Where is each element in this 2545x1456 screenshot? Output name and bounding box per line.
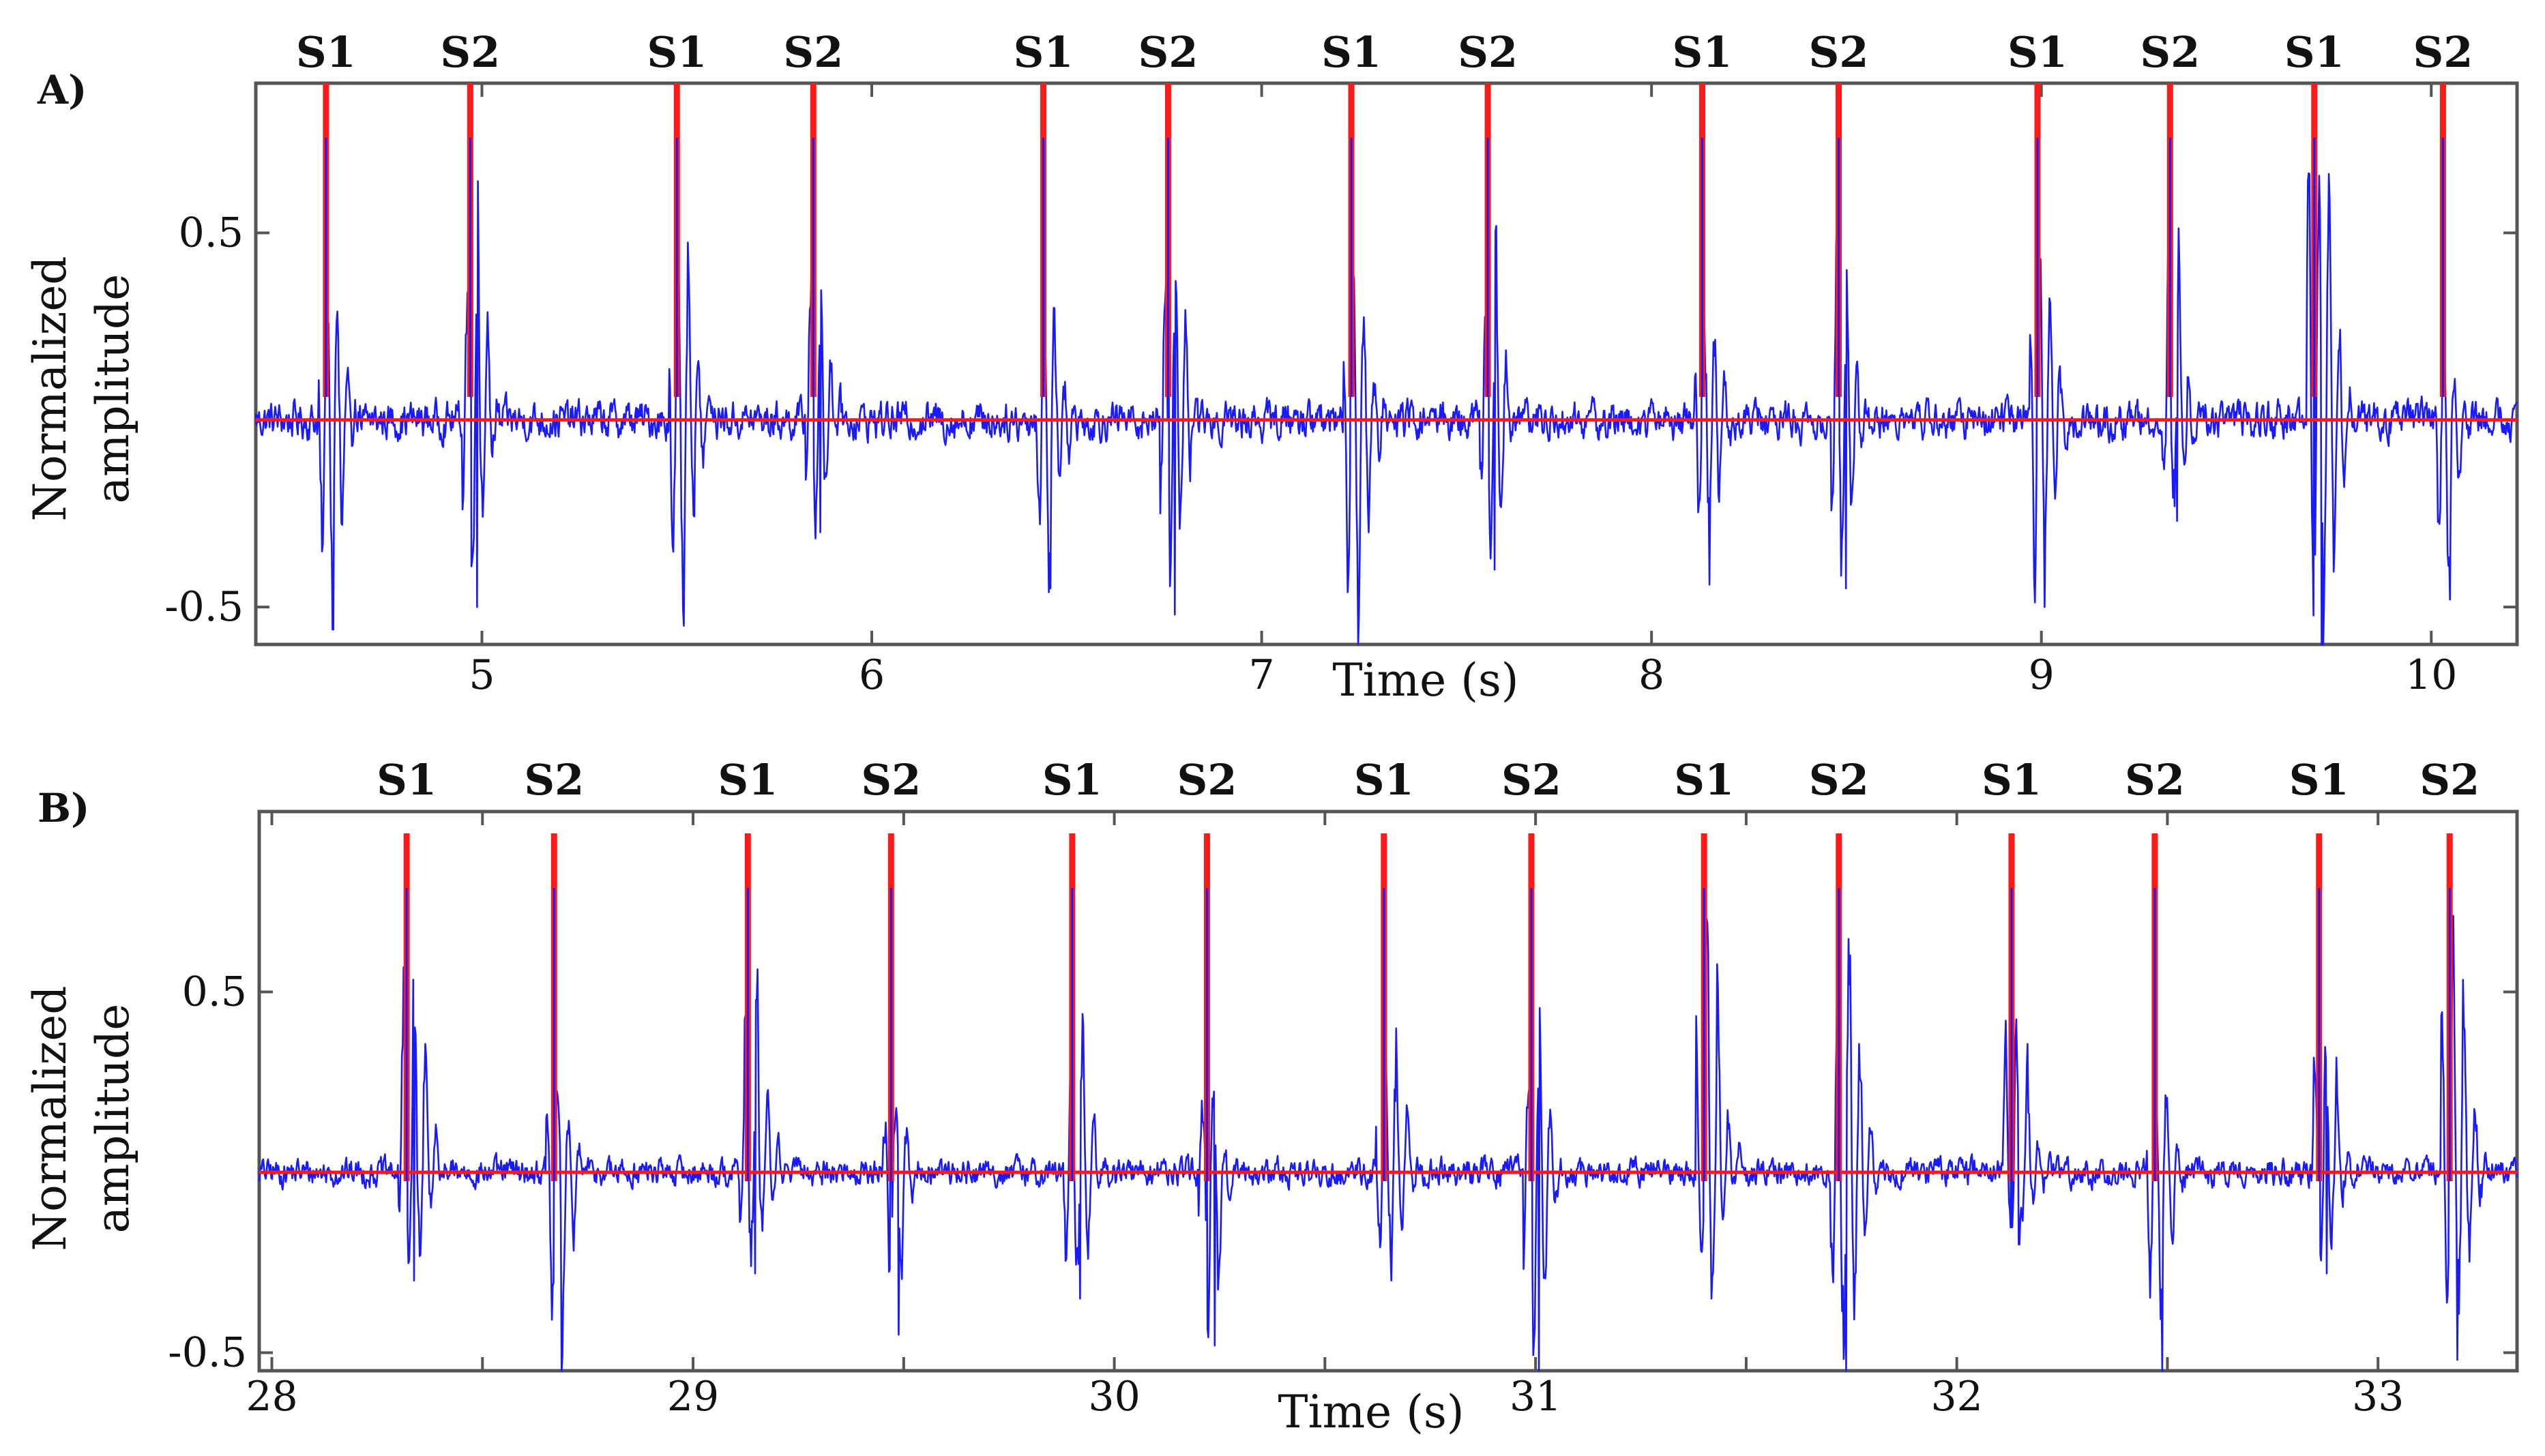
event-label-s2: S2 bbox=[2413, 27, 2473, 77]
event-label-s2: S2 bbox=[783, 27, 843, 77]
event-label-s1: S1 bbox=[2007, 27, 2068, 77]
x-tick-label: 7 bbox=[1249, 651, 1275, 699]
y-axis-label: Normalized bbox=[24, 985, 76, 1251]
event-label-s1: S1 bbox=[1042, 755, 1102, 805]
event-label-s2: S2 bbox=[1458, 27, 1518, 77]
event-label-s1: S1 bbox=[1014, 27, 1074, 77]
event-label-s2: S2 bbox=[1177, 755, 1237, 805]
plot-frame bbox=[254, 81, 2519, 647]
x-tick-label: 29 bbox=[667, 1373, 719, 1421]
y-tick-label: 0.5 bbox=[182, 968, 247, 1016]
event-label-s2: S2 bbox=[2140, 27, 2200, 77]
event-label-s1: S1 bbox=[1321, 27, 1381, 77]
x-axis-label: Time (s) bbox=[1278, 1386, 1464, 1438]
y-axis-label-line-1: Normalized bbox=[24, 256, 76, 521]
y-tick-label: -0.5 bbox=[168, 1329, 247, 1377]
x-tick-label: 8 bbox=[1638, 651, 1664, 699]
x-tick-label: 31 bbox=[1510, 1373, 1561, 1421]
panel-a: A) Normalized amplitude Time (s) 5 6 7 8 9 10… bbox=[24, 27, 2519, 707]
event-label-s1: S1 bbox=[296, 27, 356, 77]
y-axis-label: Normalized bbox=[24, 256, 76, 521]
event-label-s2: S2 bbox=[861, 755, 921, 805]
event-label-s1: S1 bbox=[1982, 755, 2042, 805]
panel-label: B) bbox=[38, 785, 89, 831]
event-label-s2: S2 bbox=[524, 755, 584, 805]
event-label-s1: S1 bbox=[2289, 755, 2349, 805]
y-axis-label: amplitude bbox=[87, 274, 139, 504]
event-label-s2: S2 bbox=[1501, 755, 1561, 805]
event-label-s2: S2 bbox=[440, 27, 500, 77]
event-label-s1: S1 bbox=[1674, 755, 1734, 805]
plot-area: 5 6 7 8 9 10 -0.5 0.5 S1 S2 S1 S2 S1 S2 S1 S2 S1 S2 S1 S2 S1… bbox=[164, 27, 2519, 699]
x-tick-label: 32 bbox=[1930, 1373, 1982, 1421]
panel-label: A) bbox=[37, 67, 87, 113]
event-label-s2: S2 bbox=[2419, 755, 2480, 805]
event-label-s2: S2 bbox=[2125, 755, 2185, 805]
x-tick-label: 33 bbox=[2352, 1373, 2404, 1421]
y-axis-label: amplitude bbox=[87, 1004, 139, 1234]
x-tick-label: 5 bbox=[469, 651, 495, 699]
event-label-s2: S2 bbox=[1138, 27, 1198, 77]
x-tick-label: 10 bbox=[2405, 651, 2457, 699]
event-label-s1: S1 bbox=[2284, 27, 2344, 77]
x-tick-label: 6 bbox=[859, 651, 885, 699]
plot-frame bbox=[257, 809, 2519, 1373]
event-label-s1: S1 bbox=[647, 27, 707, 77]
event-label-s1: S1 bbox=[1354, 755, 1414, 805]
x-tick-label: 30 bbox=[1088, 1373, 1140, 1421]
y-axis-label-line-2: amplitude bbox=[87, 1004, 139, 1234]
y-axis-label-line-2: amplitude bbox=[87, 274, 139, 504]
event-label-s1: S1 bbox=[377, 755, 437, 805]
event-label-s1: S1 bbox=[1672, 27, 1732, 77]
event-label-s2: S2 bbox=[1809, 27, 1869, 77]
event-label-s2: S2 bbox=[1809, 755, 1869, 805]
x-axis-label: Time (s) bbox=[1332, 654, 1518, 707]
y-tick-label: 0.5 bbox=[179, 209, 244, 256]
panel-b: B) Normalized amplitude Time (s) 28 29 30 3… bbox=[24, 755, 2519, 1438]
x-tick-label: 28 bbox=[246, 1373, 297, 1421]
y-axis-label-line-1: Normalized bbox=[24, 985, 76, 1251]
x-tick-label: 9 bbox=[2029, 651, 2055, 699]
event-label-s1: S1 bbox=[718, 755, 778, 805]
y-tick-label: -0.5 bbox=[164, 583, 244, 631]
plot-area: 28 29 30 31 32 33 -0.5 0.5 S1 S2 S1 S2 S1 S2 S1 S2 S1 S2 S… bbox=[168, 755, 2519, 1421]
